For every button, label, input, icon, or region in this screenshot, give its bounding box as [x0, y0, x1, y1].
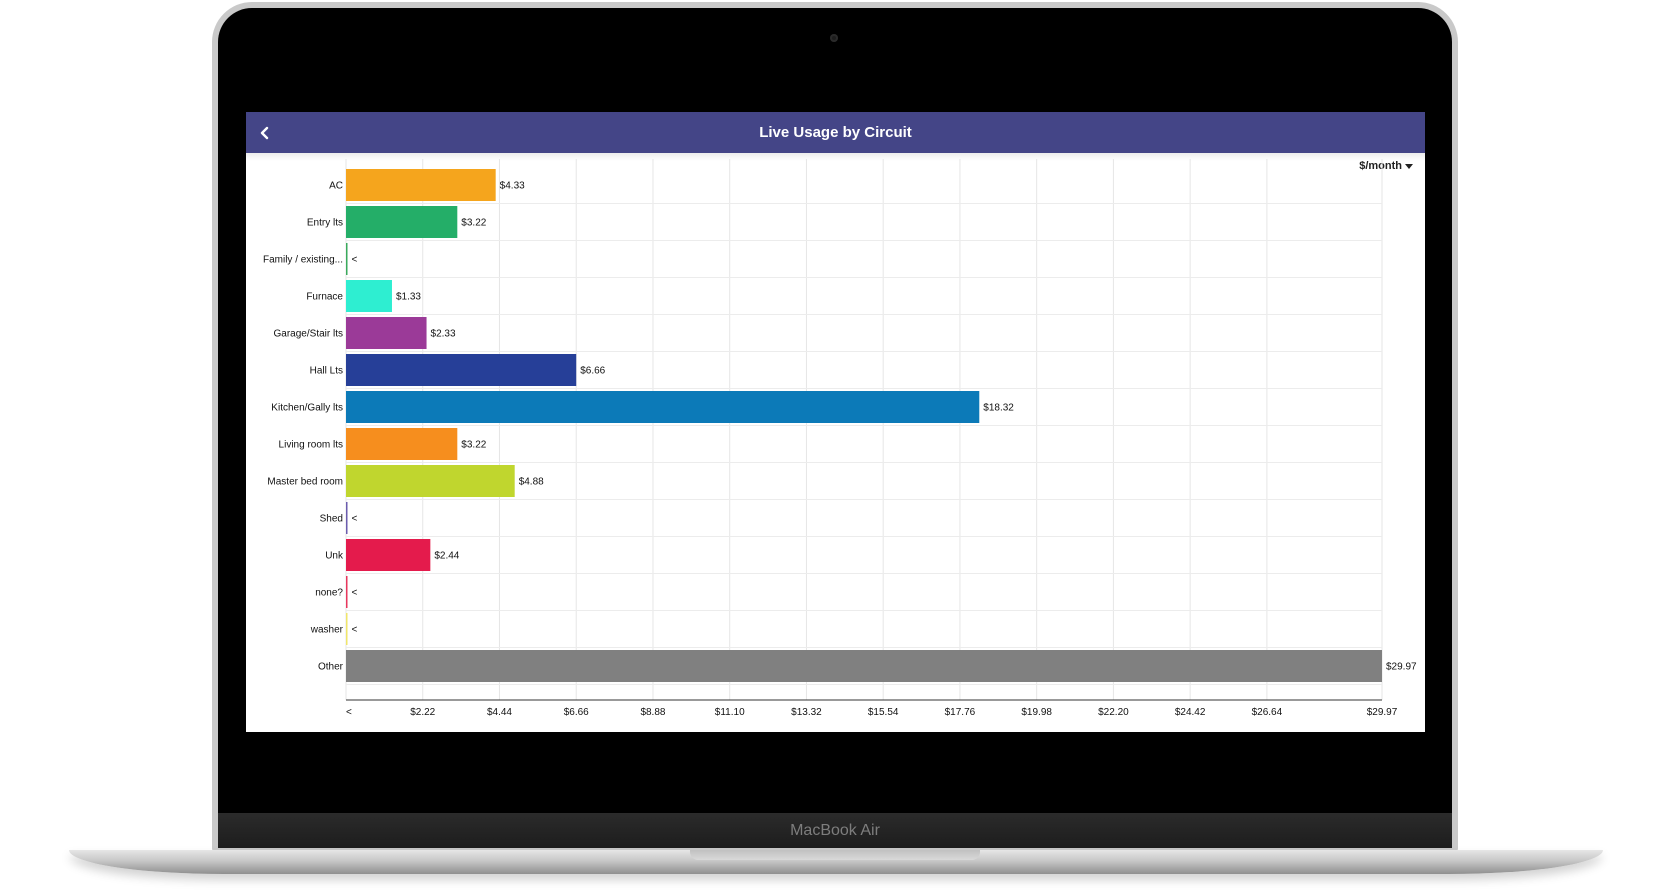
app-header: Live Usage by Circuit — [246, 112, 1425, 153]
bar — [346, 280, 392, 312]
page-title: Live Usage by Circuit — [759, 124, 912, 141]
data-label: < — [352, 255, 358, 266]
x-tick-label: $8.88 — [640, 707, 665, 718]
bar — [346, 650, 1382, 682]
category-label: Family / existing... — [263, 255, 343, 266]
category-label: Kitchen/Gally lts — [271, 403, 343, 414]
x-tick-label: $29.97 — [1367, 707, 1398, 718]
screen-chin: MacBook Air — [218, 813, 1452, 848]
bar — [346, 613, 348, 645]
data-label: $6.66 — [580, 366, 605, 377]
x-tick-label: $19.98 — [1021, 707, 1052, 718]
x-tick-label: $2.22 — [410, 707, 435, 718]
bar — [346, 206, 458, 238]
category-label: none? — [315, 588, 343, 599]
x-tick-label: $26.64 — [1252, 707, 1283, 718]
units-dropdown[interactable]: $/month — [1359, 160, 1413, 172]
x-tick-label: $15.54 — [868, 707, 899, 718]
x-tick-label: $6.66 — [564, 707, 589, 718]
bar — [346, 243, 348, 275]
data-label: $3.22 — [461, 440, 486, 451]
category-label: Master bed room — [267, 477, 343, 488]
x-tick-label: $17.76 — [945, 707, 976, 718]
data-label: < — [352, 588, 358, 599]
category-label: Other — [318, 662, 344, 673]
usage-bar-chart: AC $4.33 Entry lts $3.22 Family / existing..… — [263, 159, 1417, 718]
bar — [346, 317, 427, 349]
caret-down-icon — [1405, 163, 1413, 169]
data-label: $18.32 — [983, 403, 1014, 414]
header-shadow — [246, 153, 1425, 161]
bar — [346, 465, 515, 497]
data-label: $1.33 — [396, 292, 421, 303]
x-tick-label: $24.42 — [1175, 707, 1206, 718]
data-label: $4.33 — [500, 181, 525, 192]
category-label: Entry lts — [307, 218, 343, 229]
data-label: < — [352, 625, 358, 636]
back-button[interactable] — [246, 112, 284, 153]
category-label: Unk — [325, 551, 344, 562]
units-dropdown-label: $/month — [1359, 160, 1402, 172]
x-tick-label: $22.20 — [1098, 707, 1129, 718]
camera-icon — [830, 34, 838, 42]
bar — [346, 169, 496, 201]
device-brand-label: MacBook Air — [790, 822, 880, 839]
category-label: Living room lts — [279, 440, 343, 451]
x-tick-label: $13.32 — [791, 707, 822, 718]
category-label: Garage/Stair lts — [274, 329, 343, 340]
app-window: Live Usage by Circuit $/month AC $4.33 Ent… — [246, 112, 1425, 732]
data-label: $29.97 — [1386, 662, 1417, 673]
data-label: $2.44 — [434, 551, 459, 562]
bar — [346, 502, 348, 534]
data-label: $3.22 — [461, 218, 486, 229]
bar — [346, 576, 348, 608]
category-label: AC — [329, 181, 343, 192]
data-label: $2.33 — [431, 329, 456, 340]
category-label: Shed — [320, 514, 343, 525]
category-label: washer — [310, 625, 344, 636]
category-label: Furnace — [306, 292, 343, 303]
chevron-left-icon — [260, 126, 269, 139]
data-label: < — [352, 514, 358, 525]
bar — [346, 539, 431, 571]
x-tick-label: < — [346, 707, 352, 718]
bar — [346, 428, 458, 460]
x-tick-label: $11.10 — [715, 707, 745, 718]
x-tick-label: $4.44 — [487, 707, 512, 718]
category-label: Hall Lts — [310, 366, 343, 377]
laptop-notch — [690, 850, 980, 860]
data-label: $4.88 — [519, 477, 544, 488]
bar — [346, 354, 577, 386]
bar — [346, 391, 980, 423]
